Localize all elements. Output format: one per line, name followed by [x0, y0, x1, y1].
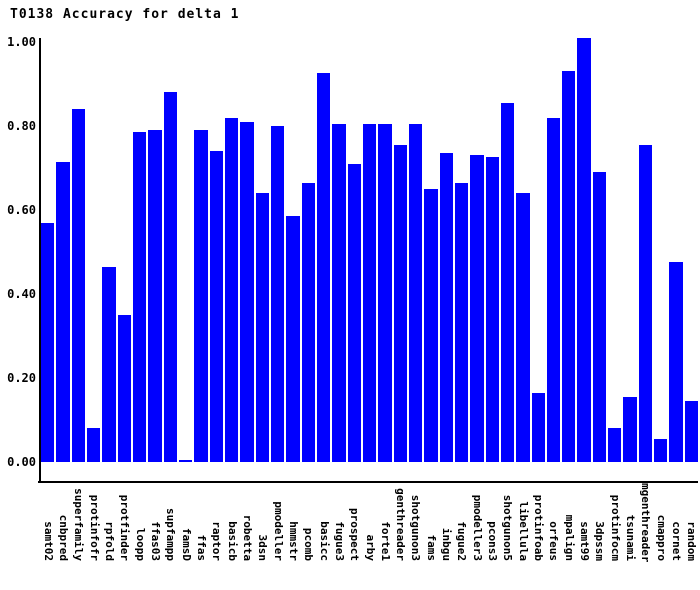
x-axis-tick-label: shotgunon3 — [409, 494, 423, 561]
y-axis-tick-label: 1.00 — [7, 35, 36, 49]
bar-robetta — [240, 122, 254, 462]
bar-loopp — [132, 132, 147, 462]
bar-superfamily — [71, 109, 85, 462]
bar-cornet — [669, 262, 683, 462]
bar-3dsn — [255, 193, 269, 462]
bar-3dpssm — [592, 172, 607, 462]
x-axis-tick-label: fams — [424, 534, 438, 562]
bar-libellula — [516, 193, 530, 462]
bar-mpalign — [562, 71, 576, 462]
y-axis-line — [39, 38, 41, 483]
x-axis-tick-label: 3dpssm — [593, 521, 607, 561]
x-axis-tick-label: genthreader — [394, 488, 408, 561]
x-axis-tick-label: supfampp — [164, 508, 178, 561]
x-axis-tick-label: protfinder — [118, 494, 132, 561]
x-axis-tick-label: robetta — [240, 514, 254, 561]
bar-mgenthreader — [638, 145, 653, 462]
x-axis-tick-label: samt99 — [578, 521, 592, 561]
x-axis-line — [38, 481, 698, 483]
x-axis-tick-label: loopp — [133, 527, 147, 561]
x-axis-tick-label: cnbpred — [56, 514, 70, 561]
x-axis-tick-label: 3dsn — [256, 534, 270, 562]
x-axis-tick-label: forte1 — [378, 521, 392, 561]
x-axis-tick-label: superfamily — [72, 488, 86, 561]
bar-shotgunon3 — [408, 124, 423, 462]
bar-ffas03 — [148, 130, 162, 462]
x-axis-tick-label: raptor — [210, 521, 224, 561]
y-axis-tick-label: 0.00 — [7, 455, 36, 469]
x-axis-tick-label: basicc — [317, 521, 331, 561]
bar-tsunami — [623, 397, 637, 462]
plot-area — [41, 38, 699, 462]
x-axis-tick-label: protinfocm — [608, 494, 622, 561]
x-axis-tick-label: mgenthreader — [639, 483, 653, 563]
x-axis-tick-label: pmodeller3 — [470, 494, 484, 561]
bar-famsD — [178, 460, 193, 462]
bar-forte1 — [378, 124, 392, 462]
bar-protinfocm — [608, 428, 622, 462]
y-axis-tick-label: 0.80 — [7, 119, 36, 133]
x-axis-tick-label: cmappro — [654, 514, 668, 561]
bar-basicc — [316, 73, 331, 462]
bar-cmappro — [654, 439, 668, 462]
bar-samt02 — [41, 223, 55, 462]
bar-arby — [362, 124, 377, 462]
x-axis-tick-label: tsunami — [624, 514, 638, 561]
bar-pcomb — [301, 183, 315, 462]
bar-random — [684, 401, 699, 462]
bar-pmodeller3 — [470, 155, 484, 462]
x-axis-tick-label: prospect — [348, 508, 362, 561]
bar-inbgu — [439, 153, 453, 462]
y-axis-tick-label: 0.40 — [7, 287, 36, 301]
x-axis-tick-label: inbgu — [440, 527, 454, 561]
bar-samt99 — [577, 38, 591, 462]
bar-protinfoab — [531, 393, 545, 462]
bar-protfinder — [117, 315, 131, 462]
x-axis-tick-label: famsD — [179, 527, 193, 561]
bar-supfampp — [163, 92, 177, 462]
x-axis-tick-label: pcons3 — [486, 521, 500, 561]
x-axis-tick-label: mpalign — [562, 514, 576, 561]
x-axis-tick-label: libellula — [516, 501, 530, 561]
x-axis-tick-label: protinfoab — [532, 494, 546, 561]
bar-pcons3 — [485, 157, 499, 462]
x-axis-tick-label: ffas — [194, 534, 208, 562]
x-axis-tick-label: fugue3 — [332, 521, 346, 561]
x-axis-tick-label: pcomb — [302, 527, 316, 561]
x-axis-tick-label: arby — [363, 534, 377, 562]
bar-basicb — [224, 118, 239, 462]
bar-hmmstr — [286, 216, 300, 462]
x-axis-tick-label: cornet — [670, 521, 683, 561]
x-axis-tick-label: random — [685, 521, 699, 561]
y-axis-tick-label: 0.20 — [7, 371, 36, 385]
x-axis-tick-label: fugue2 — [455, 521, 469, 561]
x-axis-tick-label: shotgunon5 — [501, 494, 515, 561]
x-axis-tick-label: ffas03 — [148, 521, 162, 561]
bar-protinfofr — [86, 428, 101, 462]
chart-title: T0138 Accuracy for delta 1 — [10, 7, 240, 22]
x-axis-tick-label: hmmstr — [286, 521, 300, 561]
bar-pmodeller — [270, 126, 285, 462]
bar-shotgunon5 — [500, 103, 515, 462]
x-axis-tick-label: samt02 — [41, 521, 55, 561]
bar-prospect — [347, 164, 361, 462]
y-axis-tick-label: 0.60 — [7, 203, 36, 217]
bar-fugue2 — [454, 183, 469, 462]
x-axis-tick-label: rpfold — [102, 521, 116, 561]
x-axis-tick-label: basicb — [225, 521, 239, 561]
bar-raptor — [209, 151, 223, 462]
bar-orfeus — [546, 118, 561, 462]
bar-fams — [424, 189, 438, 462]
bar-rpfold — [102, 267, 116, 462]
bar-genthreader — [393, 145, 407, 462]
x-axis-tick-label: pmodeller — [271, 501, 285, 561]
bar-ffas — [194, 130, 208, 462]
x-axis-tick-label: protinfofr — [87, 494, 101, 561]
bar-cnbpred — [56, 162, 70, 462]
x-axis-tick-label: orfeus — [547, 521, 561, 561]
bar-fugue3 — [332, 124, 346, 462]
